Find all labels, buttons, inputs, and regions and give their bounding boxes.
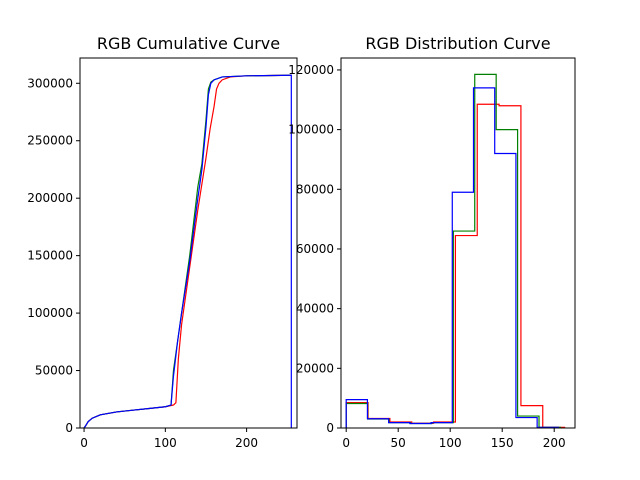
series-line-3	[83, 74, 292, 429]
y-tick-label: 60000	[296, 242, 334, 256]
chart-1: 0 100 200 0 50000 100000 150000 200000 250000 300…	[27, 34, 298, 450]
y-tick-label: 80000	[296, 182, 334, 196]
y-tick-label: 200000	[27, 191, 73, 205]
chart-2: 0 50 100 150 200 0 20000 40000 60000 80000 100000 1…	[288, 34, 576, 450]
y-tick-label: 0	[326, 421, 334, 435]
x-tick-label: 0	[342, 436, 350, 450]
x-tick-label: 100	[154, 436, 177, 450]
series-line-1	[83, 74, 292, 429]
y-tick-label: 300000	[27, 76, 73, 90]
x-tick-label: 200	[543, 436, 566, 450]
x-tick-label: 200	[235, 436, 258, 450]
x-tick-label: 50	[391, 436, 406, 450]
y-tick-label: 120000	[288, 63, 334, 77]
y-tick-label: 40000	[296, 302, 334, 316]
plot-frame	[79, 57, 298, 429]
x-tick-label: 150	[491, 436, 514, 450]
x-tick-label: 0	[80, 436, 88, 450]
series-line-3	[345, 87, 559, 428]
y-tick-label: 20000	[296, 361, 334, 375]
series-group	[83, 74, 292, 429]
y-tick-label: 50000	[35, 364, 73, 378]
series-line-2	[83, 74, 292, 429]
series-line-2	[345, 73, 562, 428]
x-tick-label: 100	[439, 436, 462, 450]
series-group	[345, 73, 566, 428]
chart-title: RGB Distribution Curve	[365, 34, 550, 53]
plot-frame	[340, 57, 576, 429]
y-tick-label: 100000	[288, 123, 334, 137]
chart-title: RGB Cumulative Curve	[97, 34, 280, 53]
y-tick-label: 0	[65, 421, 73, 435]
series-line-1	[345, 103, 566, 428]
y-tick-label: 150000	[27, 249, 73, 263]
y-tick-label: 100000	[27, 306, 73, 320]
y-tick-label: 250000	[27, 134, 73, 148]
